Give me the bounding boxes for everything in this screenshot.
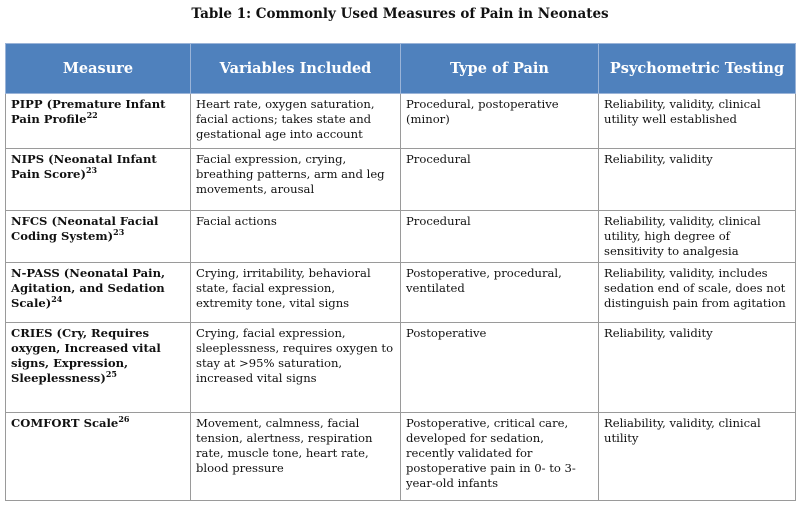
table-cell: Movement, calmness, facial tension, aler… bbox=[190, 412, 401, 501]
measure-cell: N-PASS (Neonatal Pain, Agitation, and Se… bbox=[5, 262, 191, 323]
measure-cell: NFCS (Neonatal Facial Coding System)23 bbox=[5, 210, 191, 263]
table-cell: Crying, facial expression, sleeplessness… bbox=[190, 322, 401, 413]
measure-name: NIPS (Neonatal Infant Pain Score) bbox=[11, 152, 157, 181]
measure-cell: PIPP (Premature Infant Pain Profile22 bbox=[5, 93, 191, 149]
table: Measure Variables Included Type of Pain Psy… bbox=[5, 43, 796, 501]
column-header: Variables Included bbox=[190, 43, 401, 94]
table-row: NFCS (Neonatal Facial Coding System)23 Fa… bbox=[5, 210, 796, 263]
table-cell: Facial expression, crying, breathing pat… bbox=[190, 148, 401, 211]
table-cell: Facial actions bbox=[190, 210, 401, 263]
measure-name: N-PASS (Neonatal Pain, Agitation, and Se… bbox=[11, 266, 166, 310]
table-cell: Postoperative, procedural, ventilated bbox=[400, 262, 599, 323]
reference: 24 bbox=[51, 294, 63, 305]
table-cell: Reliability, validity, clinical utility,… bbox=[598, 210, 796, 263]
column-header: Psychometric Testing bbox=[598, 43, 796, 94]
header-row: Measure Variables Included Type of Pain Psy… bbox=[5, 43, 796, 94]
column-header: Type of Pain bbox=[400, 43, 599, 94]
measure-cell: CRIES (Cry, Requires oxygen, Increased v… bbox=[5, 322, 191, 413]
measure-name: NFCS (Neonatal Facial Coding System) bbox=[11, 214, 159, 243]
table-row: CRIES (Cry, Requires oxygen, Increased v… bbox=[5, 322, 796, 413]
table-row: COMFORT Scale26 Movement, calmness, facia… bbox=[5, 412, 796, 501]
reference: 25 bbox=[105, 369, 117, 380]
table-cell: Reliability, validity, includes sedation… bbox=[598, 262, 796, 323]
measure-name: COMFORT Scale bbox=[11, 416, 119, 430]
table-cell: Reliability, validity bbox=[598, 322, 796, 413]
measure-name: PIPP (Premature Infant Pain Profile bbox=[11, 97, 166, 126]
table-cell: Postoperative, critical care, developed … bbox=[400, 412, 599, 501]
table-cell: Postoperative bbox=[400, 322, 599, 413]
reference: 23 bbox=[85, 165, 98, 176]
table-row: N-PASS (Neonatal Pain, Agitation, and Se… bbox=[5, 262, 796, 323]
table-cell: Crying, irritability, behavioral state, … bbox=[190, 262, 401, 323]
table-cell: Reliability, validity, clinical utility bbox=[598, 412, 796, 501]
measure-name: CRIES (Cry, Requires oxygen, Increased v… bbox=[11, 326, 161, 385]
table-row: PIPP (Premature Infant Pain Profile22 Hea… bbox=[5, 93, 796, 149]
table-title: Table 1: Commonly Used Measures of Pain … bbox=[191, 6, 609, 22]
table-body: PIPP (Premature Infant Pain Profile22 Hea… bbox=[5, 93, 796, 501]
table-cell: Reliability, validity, clinical utility … bbox=[598, 93, 796, 149]
table-cell: Procedural bbox=[400, 210, 599, 263]
table-row: NIPS (Neonatal Infant Pain Score)23 Facia… bbox=[5, 148, 796, 211]
table-cell: Reliability, validity bbox=[598, 148, 796, 211]
table-cell: Heart rate, oxygen saturation, facial ac… bbox=[190, 93, 401, 149]
table-cell: Procedural bbox=[400, 148, 599, 211]
measure-cell: COMFORT Scale26 bbox=[5, 412, 191, 501]
table-cell: Procedural, postoperative (minor) bbox=[400, 93, 599, 149]
reference: 22 bbox=[86, 110, 98, 121]
column-header: Measure bbox=[5, 43, 191, 94]
reference: 23 bbox=[113, 227, 125, 238]
reference: 26 bbox=[118, 414, 130, 425]
measure-cell: NIPS (Neonatal Infant Pain Score)23 bbox=[5, 148, 191, 211]
